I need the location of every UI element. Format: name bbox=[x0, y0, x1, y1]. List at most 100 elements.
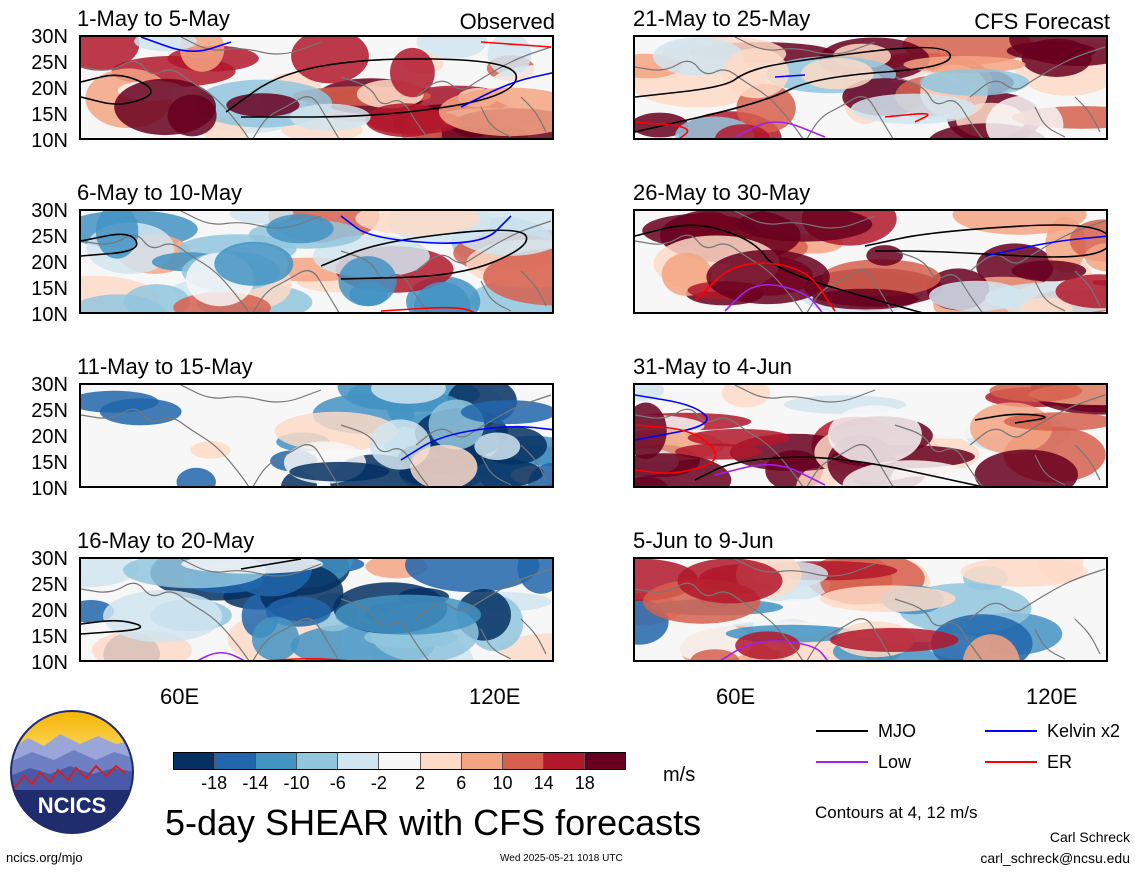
shear-anomaly-patch bbox=[687, 428, 791, 447]
wave-contour bbox=[984, 235, 1106, 257]
coastline bbox=[734, 37, 876, 55]
colorbar-swatch bbox=[378, 753, 420, 769]
colorbar-swatch bbox=[419, 753, 461, 769]
legend-er-swatch bbox=[985, 761, 1037, 763]
map-panel-obs-3 bbox=[79, 383, 554, 488]
shear-anomaly-patch bbox=[985, 95, 1064, 138]
coastline bbox=[180, 559, 322, 577]
map-panel-fcst-3 bbox=[633, 383, 1108, 488]
coastline bbox=[1074, 618, 1101, 655]
colorbar-tick-label: 18 bbox=[574, 773, 595, 793]
coastline bbox=[480, 454, 512, 486]
logo-text: NCICS bbox=[38, 793, 106, 818]
wave-contour bbox=[724, 283, 823, 312]
shear-anomaly-patch bbox=[517, 559, 552, 594]
wave-contour bbox=[320, 229, 528, 280]
wave-contour bbox=[719, 640, 828, 660]
coastline bbox=[969, 394, 1106, 446]
shear-anomaly-patch bbox=[903, 56, 1026, 73]
coastline bbox=[894, 424, 983, 486]
wave-contour bbox=[357, 485, 391, 486]
wave-contour bbox=[81, 74, 152, 105]
shear-anomaly-patch bbox=[821, 259, 941, 297]
shear-anomaly-patch bbox=[1055, 274, 1106, 309]
shear-anomaly-patch bbox=[1011, 260, 1087, 282]
shear-anomaly-patch bbox=[677, 559, 783, 604]
lat-tick: 15N bbox=[31, 452, 68, 474]
map-panel-obs-2 bbox=[79, 209, 554, 314]
panel-title-obs-4: 16-May to 20-May bbox=[77, 528, 255, 553]
legend-er-label: ER bbox=[1047, 752, 1073, 772]
colorbar bbox=[173, 752, 626, 770]
wave-contour bbox=[714, 463, 826, 486]
shear-anomaly-patch bbox=[123, 284, 190, 312]
lon-tick-left-120e: 120E bbox=[469, 684, 521, 709]
shear-anomaly-patch bbox=[1003, 412, 1106, 431]
wave-contour bbox=[240, 559, 302, 570]
map-shading bbox=[635, 37, 1106, 138]
colorbar-swatch bbox=[296, 753, 338, 769]
coastline bbox=[415, 46, 552, 98]
coastline bbox=[520, 270, 547, 307]
map-panel-fcst-4 bbox=[633, 557, 1108, 662]
shear-anomaly-patch bbox=[706, 249, 830, 305]
legend-low-label: Low bbox=[878, 752, 912, 772]
coastline bbox=[520, 618, 547, 655]
footer-site-link[interactable]: ncics.org/mjo bbox=[6, 850, 83, 865]
colorbar-swatch bbox=[501, 753, 543, 769]
forecast-tag: CFS Forecast bbox=[974, 9, 1110, 34]
wave-contour bbox=[635, 224, 923, 312]
lat-tick: 25N bbox=[31, 52, 68, 74]
coastline bbox=[480, 628, 512, 660]
wave-contour bbox=[81, 619, 142, 635]
coastline bbox=[1034, 628, 1066, 660]
shear-anomaly-patch bbox=[722, 48, 789, 99]
coastline bbox=[1034, 106, 1066, 138]
footer-email: carl_schreck@ncsu.edu bbox=[980, 850, 1130, 866]
lat-tick: 25N bbox=[31, 574, 68, 596]
shear-anomaly-patch bbox=[291, 37, 369, 84]
coastline bbox=[520, 96, 547, 133]
coastline bbox=[340, 598, 429, 660]
shear-anomaly-patch bbox=[474, 432, 521, 461]
colorbar-tick-label: 10 bbox=[492, 773, 513, 793]
coastline bbox=[806, 270, 894, 312]
shear-anomaly-patch bbox=[176, 467, 216, 486]
coastline bbox=[81, 582, 250, 660]
coastline bbox=[252, 270, 340, 312]
lat-tick: 30N bbox=[31, 374, 68, 396]
coastline bbox=[252, 444, 340, 486]
coastline bbox=[340, 76, 429, 138]
shear-anomaly-patch bbox=[850, 93, 977, 125]
shear-anomaly-patch bbox=[266, 214, 334, 244]
shear-anomaly-patch bbox=[338, 256, 397, 307]
shear-anomaly-patch bbox=[960, 559, 1088, 587]
colorbar-tick-label: 6 bbox=[456, 773, 467, 793]
shear-anomaly-patch bbox=[289, 461, 390, 482]
shear-anomaly-patch bbox=[167, 94, 217, 137]
colorbar-tick-label: -14 bbox=[242, 773, 269, 793]
lat-tick: 30N bbox=[31, 26, 68, 48]
map-panel-fcst-2 bbox=[633, 209, 1108, 314]
panel-title-fcst-1: 21-May to 25-May bbox=[633, 6, 811, 31]
shear-anomaly-patch bbox=[483, 248, 552, 306]
legend-low-swatch bbox=[816, 761, 868, 763]
coastline bbox=[635, 582, 804, 660]
wave-contour bbox=[774, 74, 806, 78]
coastline bbox=[1034, 454, 1066, 486]
map-shading bbox=[635, 211, 1106, 312]
coastline bbox=[1034, 280, 1066, 312]
wave-contour bbox=[460, 72, 552, 108]
coastline bbox=[806, 618, 894, 660]
shear-anomaly-patch bbox=[1085, 243, 1106, 272]
colorbar-swatch bbox=[583, 753, 626, 769]
shear-anomaly-patch bbox=[801, 58, 874, 90]
coastline bbox=[415, 568, 552, 620]
shear-anomaly-patch bbox=[81, 37, 140, 71]
legend-kelvin-swatch bbox=[985, 730, 1037, 732]
wave-contour bbox=[635, 46, 951, 133]
coastline bbox=[480, 280, 512, 312]
lat-tick: 10N bbox=[31, 652, 68, 674]
shear-anomaly-patch bbox=[416, 37, 488, 59]
coastline bbox=[635, 408, 804, 486]
